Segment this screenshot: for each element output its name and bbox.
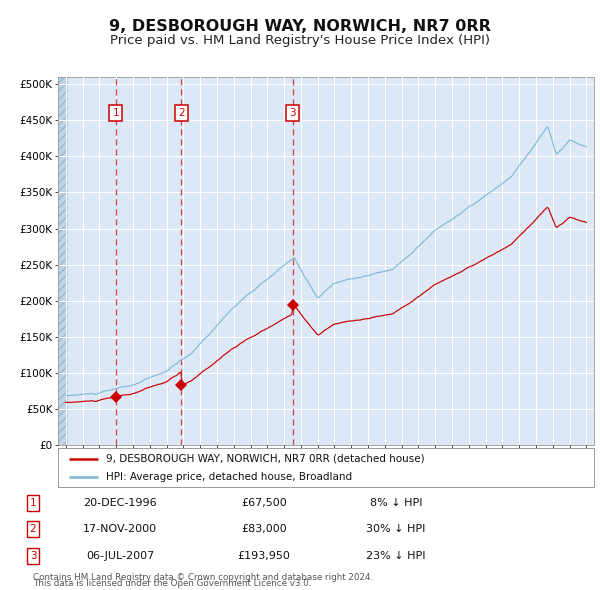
Text: 20-DEC-1996: 20-DEC-1996	[83, 498, 157, 507]
Text: 30% ↓ HPI: 30% ↓ HPI	[367, 525, 425, 534]
Text: 3: 3	[29, 552, 37, 561]
Text: Contains HM Land Registry data © Crown copyright and database right 2024.: Contains HM Land Registry data © Crown c…	[33, 573, 373, 582]
Text: 2: 2	[178, 108, 185, 118]
Text: 1: 1	[112, 108, 119, 118]
Text: 23% ↓ HPI: 23% ↓ HPI	[366, 552, 426, 561]
Text: Price paid vs. HM Land Registry's House Price Index (HPI): Price paid vs. HM Land Registry's House …	[110, 34, 490, 47]
Text: This data is licensed under the Open Government Licence v3.0.: This data is licensed under the Open Gov…	[33, 579, 311, 588]
Text: 17-NOV-2000: 17-NOV-2000	[83, 525, 157, 534]
Text: 9, DESBOROUGH WAY, NORWICH, NR7 0RR (detached house): 9, DESBOROUGH WAY, NORWICH, NR7 0RR (det…	[106, 454, 425, 464]
Text: 9, DESBOROUGH WAY, NORWICH, NR7 0RR: 9, DESBOROUGH WAY, NORWICH, NR7 0RR	[109, 19, 491, 34]
Text: £67,500: £67,500	[241, 498, 287, 507]
Text: 8% ↓ HPI: 8% ↓ HPI	[370, 498, 422, 507]
Text: £83,000: £83,000	[241, 525, 287, 534]
Text: 3: 3	[289, 108, 296, 118]
Text: HPI: Average price, detached house, Broadland: HPI: Average price, detached house, Broa…	[106, 472, 353, 482]
Text: 06-JUL-2007: 06-JUL-2007	[86, 552, 154, 561]
Bar	[58, 77, 68, 445]
Text: £193,950: £193,950	[238, 552, 290, 561]
Text: 2: 2	[29, 525, 37, 534]
Text: 1: 1	[29, 498, 37, 507]
